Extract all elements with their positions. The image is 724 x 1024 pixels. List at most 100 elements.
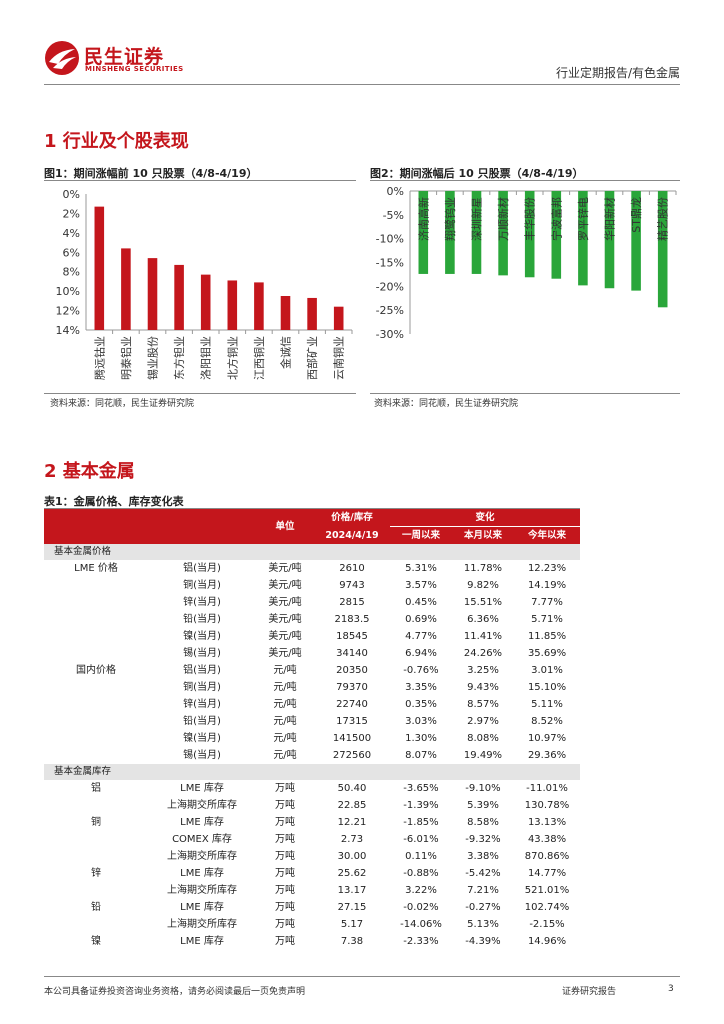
table-row: 铜 LME 库存 万吨 12.21 -1.85% 8.58% 13.13% (44, 814, 580, 831)
company-logo: 民生证券 MINSHENG SECURITIES (44, 40, 194, 80)
header-divider (44, 84, 680, 85)
row-month: 19.49% (463, 750, 503, 761)
y-tick-label: 10% (56, 285, 80, 298)
table-row: 国内价格 铝(当月) 元/吨 20350 -0.76% 3.25% 3.01% (44, 662, 580, 679)
bar (418, 191, 429, 274)
row-group (44, 747, 148, 764)
header-price-line2: 2024/4/19 (314, 526, 390, 544)
row-unit: 万吨 (275, 817, 295, 828)
row-group: 铅 (91, 902, 101, 913)
row-month: -9.10% (465, 783, 501, 794)
row-group (44, 594, 148, 611)
x-category-label: 翔鹭钨业 (443, 197, 457, 241)
row-value: 22.85 (337, 800, 367, 811)
bar (121, 248, 131, 330)
row-value: 141500 (332, 733, 372, 744)
row-unit: 美元/吨 (268, 580, 302, 591)
x-category-label: 精艺股份 (657, 197, 670, 241)
table-row: 镍(当月) 美元/吨 18545 4.77% 11.41% 11.85% (44, 628, 580, 645)
row-unit: 万吨 (275, 936, 295, 947)
row-unit: 万吨 (275, 834, 295, 845)
bar (657, 191, 668, 308)
metal-price-inventory-table: 单位 价格/库存 变化 2024/4/19 一周以来 本月以来 今年以来 基本金… (44, 509, 581, 950)
row-week: -3.65% (403, 783, 439, 794)
row-value: 50.40 (337, 783, 367, 794)
row-year: 10.97% (527, 733, 567, 744)
row-value: 5.17 (340, 919, 364, 930)
row-group (44, 797, 148, 814)
y-tick-label: 12% (56, 305, 80, 318)
bar (498, 191, 508, 276)
row-value: 9743 (339, 580, 365, 591)
row-week: 0.69% (405, 614, 437, 625)
y-tick-label: -5% (383, 209, 404, 222)
row-group: 锌 (91, 868, 101, 879)
footer-disclaimer: 本公司具备证券投资咨询业务资格，请务必阅读最后一页免责声明 (44, 987, 306, 997)
figure-2-chart: 0% -5% -10% -15% -20% -25% -30% 济南高新 翔鹭钨业 深圳新星 万顺新… (376, 185, 677, 341)
header-year: 今年以来 (514, 526, 581, 544)
row-value: 22740 (336, 699, 368, 710)
row-unit: 美元/吨 (268, 597, 302, 608)
row-group: 国内价格 (76, 665, 116, 676)
x-category-label: 云南铜业 (332, 336, 346, 380)
row-value: 2183.5 (334, 614, 370, 625)
y-tick-label: 14% (56, 324, 80, 337)
row-month: 2.97% (467, 716, 499, 727)
row-item: 上海期交所库存 (167, 800, 237, 811)
figure-2-top-rule (370, 180, 680, 181)
row-month: 5.13% (467, 919, 499, 930)
figure-2-bottom-rule (370, 393, 680, 394)
figure-1-title: 图1：期间涨幅前 10 只股票（4/8-4/19） (44, 167, 258, 180)
figure-2-title: 图2：期间涨幅后 10 只股票（4/8-4/19） (370, 167, 584, 180)
row-value: 17315 (336, 716, 368, 727)
header-price-line1: 价格/库存 (314, 509, 390, 527)
row-week: -0.02% (403, 902, 439, 913)
row-group (44, 679, 148, 696)
row-item: 锌(当月) (183, 699, 221, 710)
bar (254, 282, 264, 330)
row-group (44, 848, 148, 865)
section-2-title: 2 基本金属 (44, 461, 135, 482)
table-row: 锌(当月) 美元/吨 2815 0.45% 15.51% 7.77% (44, 594, 580, 611)
row-month: 8.57% (467, 699, 499, 710)
row-month: 15.51% (463, 597, 503, 608)
bar (200, 274, 211, 330)
row-year: 521.01% (524, 885, 570, 896)
row-year: 130.78% (524, 800, 570, 811)
row-value: 79370 (336, 682, 368, 693)
row-value: 18545 (336, 631, 368, 642)
row-week: -2.33% (403, 936, 439, 947)
row-item: 镍(当月) (183, 733, 221, 744)
row-year: 7.77% (531, 597, 563, 608)
x-category-label: 北方铜业 (225, 336, 239, 380)
row-week: 8.07% (405, 750, 437, 761)
row-group: 铜 (91, 817, 101, 828)
row-value: 12.21 (337, 817, 367, 828)
row-value: 27.15 (337, 902, 367, 913)
row-year: 43.38% (527, 834, 567, 845)
row-value: 2.73 (340, 834, 364, 845)
row-unit: 美元/吨 (268, 614, 302, 625)
figure-1-chart: 0% 2% 4% 6% 8% 10% 12% 14% 腾远钴业 明泰铝业 锡业股份 东方钽业 洛阳钼业北… (56, 188, 353, 380)
row-week: -1.39% (403, 800, 439, 811)
y-tick-label: 8% (63, 266, 80, 279)
header-unit: 单位 (256, 509, 314, 544)
row-week: 5.31% (405, 563, 437, 574)
row-week: 6.94% (405, 648, 437, 659)
row-week: -14.06% (400, 919, 442, 930)
figure-1-source: 资料来源：同花顺，民生证券研究院 (50, 399, 195, 409)
row-year: 14.96% (527, 936, 567, 947)
row-unit: 万吨 (275, 851, 295, 862)
bar (227, 280, 238, 330)
row-item: 上海期交所库存 (167, 851, 237, 862)
header-week: 一周以来 (390, 526, 452, 544)
row-year: -11.01% (526, 783, 568, 794)
table-row: 铜(当月) 元/吨 79370 3.35% 9.43% 15.10% (44, 679, 580, 696)
row-unit: 元/吨 (273, 733, 297, 744)
bar (147, 258, 158, 330)
row-group (44, 577, 148, 594)
bar (445, 191, 455, 274)
row-month: 24.26% (463, 648, 503, 659)
row-unit: 元/吨 (273, 682, 297, 693)
table-row: 上海期交所库存 万吨 30.00 0.11% 3.38% 870.86% (44, 848, 580, 865)
